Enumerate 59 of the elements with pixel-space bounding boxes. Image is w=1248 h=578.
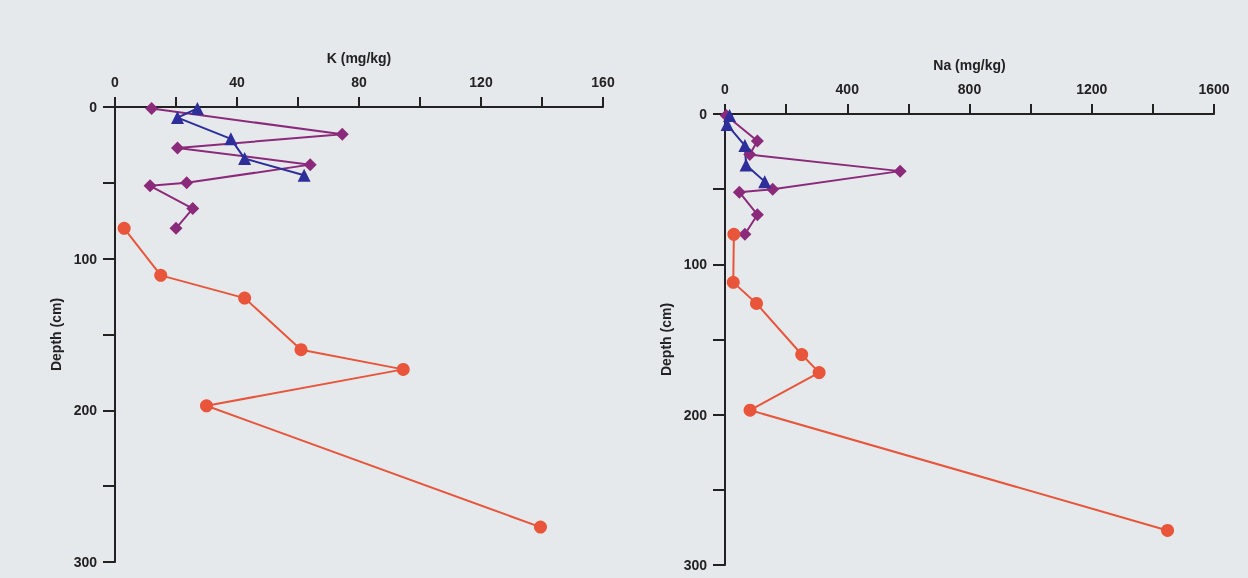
point (171, 141, 185, 155)
point (294, 343, 308, 357)
point (224, 132, 238, 146)
point (190, 102, 204, 116)
point (732, 185, 746, 199)
x-tick-label: 400 (835, 81, 860, 97)
point (117, 221, 131, 235)
y-axis-title: Depth (cm) (47, 297, 64, 372)
x-tick-label: 160 (591, 74, 615, 90)
point (795, 348, 809, 362)
point (727, 227, 741, 241)
point (758, 175, 772, 189)
point (238, 152, 252, 166)
point (143, 179, 157, 193)
point (812, 366, 826, 380)
x-axis-title: Na (mg/kg) (933, 57, 1006, 73)
x-tick-label: 1200 (1076, 81, 1108, 97)
point (186, 202, 200, 216)
x-tick-label: 80 (351, 74, 367, 90)
x-tick-label: 0 (111, 74, 120, 90)
point (171, 111, 185, 125)
y-tick-label: 300 (683, 557, 708, 573)
point (738, 227, 752, 241)
y-tick-label: 100 (683, 256, 708, 273)
y-tick-label: 0 (89, 99, 98, 115)
point (180, 176, 194, 190)
point (743, 403, 757, 417)
point (738, 139, 752, 153)
point (533, 520, 547, 534)
point (297, 168, 311, 182)
y-tick-label: 300 (73, 554, 98, 570)
point (238, 291, 252, 305)
point (750, 134, 764, 148)
y-axis-title: Depth (cm) (657, 302, 674, 377)
point (723, 109, 737, 122)
point (169, 221, 183, 235)
point (750, 208, 764, 222)
point (154, 268, 168, 282)
point (396, 362, 410, 376)
point (1161, 523, 1175, 537)
point (303, 158, 317, 172)
x-tick-label: 800 (957, 81, 982, 97)
x-tick-label: 0 (721, 81, 730, 97)
x-axis-title: K (mg/kg) (326, 50, 392, 66)
point (200, 399, 213, 413)
x-tick-label: 40 (229, 74, 245, 90)
y-tick-label: 100 (73, 250, 98, 267)
x-tick-label: 120 (469, 74, 493, 90)
x-tick-label: 1600 (1198, 81, 1230, 97)
point (766, 182, 780, 196)
point (893, 164, 907, 178)
y-tick-label: 200 (73, 402, 98, 419)
point (145, 102, 159, 116)
point (726, 275, 740, 289)
y-tick-label: 0 (699, 106, 708, 122)
y-tick-label: 200 (683, 406, 708, 423)
point (335, 127, 349, 141)
point (739, 158, 753, 172)
point (749, 296, 763, 310)
